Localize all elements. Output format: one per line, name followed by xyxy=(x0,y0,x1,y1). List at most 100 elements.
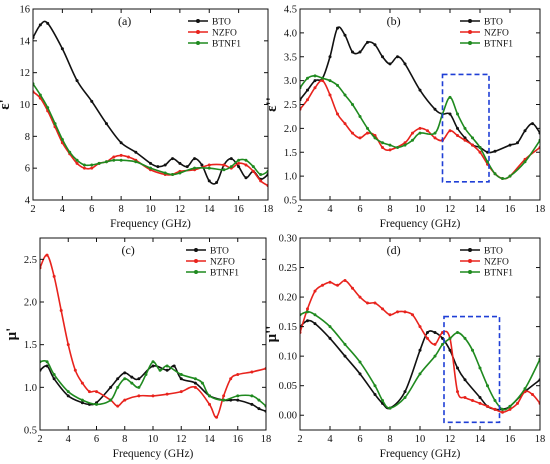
data-point xyxy=(38,23,42,27)
data-point xyxy=(441,342,444,346)
data-point xyxy=(208,394,211,398)
data-point xyxy=(68,150,72,154)
panel-d: 2 4 6 8 10 12 14 16 18 0.00 0.05 0.10 0.15 0.20 0.25 0.… xyxy=(264,234,545,461)
x-tick-label: 2 xyxy=(297,204,302,215)
data-point xyxy=(388,143,392,147)
data-point xyxy=(448,95,452,99)
y-tick-label: 0.5 xyxy=(284,196,297,207)
data-point xyxy=(130,375,134,379)
data-point xyxy=(478,145,482,149)
y-tick-label: 2.5 xyxy=(284,100,297,111)
data-point xyxy=(222,163,226,167)
data-point xyxy=(396,310,399,314)
x-tick-label: 18 xyxy=(263,204,274,215)
data-point xyxy=(215,415,219,419)
data-point xyxy=(250,370,254,374)
data-point xyxy=(373,136,377,140)
data-point xyxy=(321,283,324,287)
data-point xyxy=(165,364,169,368)
data-point xyxy=(463,126,467,130)
data-point xyxy=(151,394,155,398)
data-point xyxy=(313,74,317,78)
x-tick-label: 16 xyxy=(505,204,516,215)
data-point xyxy=(463,396,467,400)
data-point xyxy=(336,26,339,30)
data-point xyxy=(200,163,204,167)
data-point xyxy=(343,342,347,346)
data-point xyxy=(200,381,204,385)
data-point xyxy=(418,372,422,376)
x-tick-label: 10 xyxy=(415,434,426,445)
data-point xyxy=(73,368,77,372)
data-point xyxy=(126,155,130,159)
legend-label-btnf1: BTNF1 xyxy=(484,269,513,279)
legend-label-nzfo: NZFO xyxy=(484,29,509,39)
data-point xyxy=(156,165,160,169)
data-point xyxy=(403,396,407,400)
data-point xyxy=(123,371,127,375)
data-point xyxy=(87,390,91,394)
data-point xyxy=(178,161,182,165)
y-tick-label: 4 xyxy=(25,196,31,207)
data-point xyxy=(358,295,362,299)
data-point xyxy=(313,289,317,293)
data-point xyxy=(251,169,255,173)
data-point xyxy=(448,129,452,133)
data-point xyxy=(52,373,56,377)
x-tick-label: 2 xyxy=(37,434,42,445)
data-point xyxy=(60,47,64,51)
panel-c: 2 4 6 8 10 12 14 16 18 0.5 1.0 1.5 2.0 2.5 Frequency (… xyxy=(4,237,271,460)
data-point xyxy=(112,155,116,159)
data-point xyxy=(66,343,70,347)
data-point xyxy=(456,126,459,130)
data-point xyxy=(478,366,482,370)
data-point xyxy=(328,93,332,97)
data-point xyxy=(306,307,309,311)
legend-marker-bto xyxy=(196,19,200,23)
x-tick-label: 8 xyxy=(387,434,392,445)
data-point xyxy=(373,384,377,388)
data-point xyxy=(478,401,482,405)
data-point xyxy=(97,161,101,165)
y-tick-label: 8 xyxy=(25,132,30,143)
data-point xyxy=(116,404,120,408)
x-tick-label: 12 xyxy=(176,434,187,445)
legend-marker-btnf1 xyxy=(194,270,198,274)
y-tick-label: 6 xyxy=(25,164,30,175)
data-point xyxy=(396,55,399,59)
data-point xyxy=(433,107,437,111)
data-point xyxy=(463,138,467,142)
data-point xyxy=(82,166,86,170)
data-point xyxy=(306,76,309,80)
data-point xyxy=(373,393,377,397)
x-tick-label: 18 xyxy=(535,434,546,445)
legend-label-bto: BTO xyxy=(484,247,503,257)
x-axis-title: Frequency (GHz) xyxy=(380,218,461,230)
data-point xyxy=(257,398,261,402)
data-point xyxy=(250,402,254,406)
legend-marker-nzfo xyxy=(468,259,472,263)
data-point xyxy=(418,325,422,329)
data-point xyxy=(250,394,254,398)
data-point xyxy=(448,112,452,116)
data-point xyxy=(456,112,459,116)
data-point xyxy=(328,336,332,340)
data-point xyxy=(179,390,183,394)
legend-marker-bto xyxy=(194,248,198,252)
data-point xyxy=(328,280,332,284)
data-point xyxy=(343,33,347,37)
data-point xyxy=(90,166,94,170)
data-point xyxy=(321,79,324,83)
data-point xyxy=(207,163,211,167)
data-point xyxy=(165,392,169,396)
y-tick-label: 4.0 xyxy=(284,28,297,39)
data-point xyxy=(321,76,324,80)
data-point xyxy=(358,360,362,364)
highlight-box xyxy=(441,73,490,183)
y-axis-title: μ'' xyxy=(264,326,280,343)
data-point xyxy=(222,394,226,398)
data-point xyxy=(66,390,70,394)
legend-marker-bto xyxy=(468,248,472,252)
